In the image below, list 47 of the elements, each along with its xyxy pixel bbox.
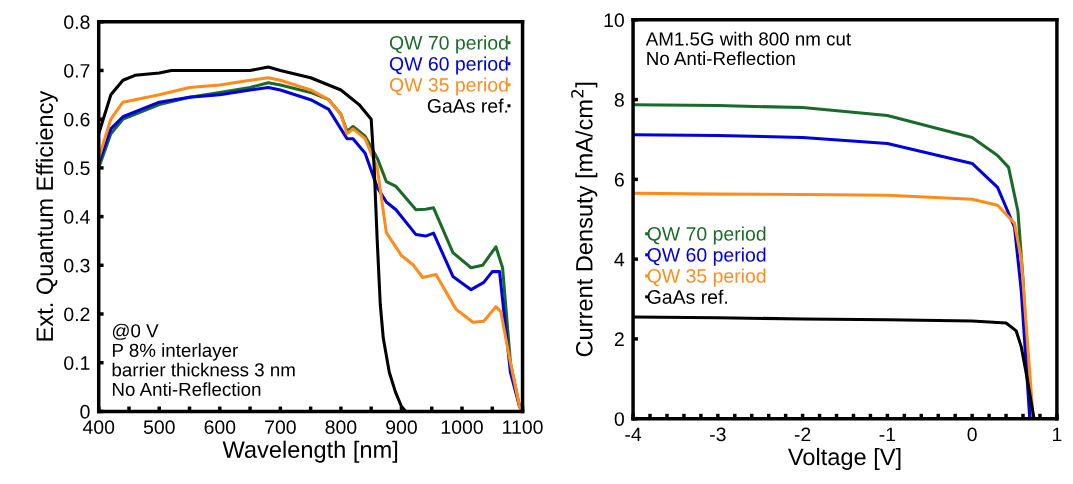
x-axis-title: Voltage [V] [787,447,901,470]
legend-label: QW 60 period [647,247,766,266]
legend-label: QW 35 period [647,268,766,287]
y-tick-label: 0.2 [64,307,90,322]
x-tick-label: 900 [386,420,417,435]
y-tick-label: 0.3 [64,258,90,273]
x-tick-label: 1100 [503,420,543,435]
x-tick-label: -4 [625,427,642,442]
x-tick-label: -1 [879,427,896,442]
x-tick-label: 0 [967,427,977,442]
y-tick-label: 0.8 [64,15,90,30]
x-tick-label: 700 [265,420,296,435]
y-axis-title: Current Densuty [mA/cm$^{2}$] [571,82,598,357]
x-tick-label: -2 [794,427,811,442]
x-axis-title: Wavelength [nm] [222,440,398,463]
y-tick-label: 0.5 [64,161,90,176]
x-tick-label: 1 [1052,427,1062,442]
y-tick-label: 8 [614,93,624,107]
x-tick-label: 800 [325,420,357,435]
annotation: @0 V [112,323,159,340]
annotation: No Anti-Reflection [112,382,261,397]
legend-label: QW 70 period [647,226,766,245]
legend-label: QW 60 period [389,56,508,75]
x-tick-label: 600 [204,420,236,435]
y-axis-title: Ext. Quantum Efficiency [35,90,58,341]
legend-label: GaAs ref. [647,289,728,304]
y-tick-label: 2 [614,332,624,346]
annotation: No Anti-Reflection [647,51,795,66]
y-tick-label: 10 [604,13,624,28]
legend-label: GaAs ref. [427,98,508,113]
y-tick-label: 0.7 [64,63,90,78]
y-tick-label: 4 [614,252,625,267]
y-tick-label: 0 [80,404,90,419]
x-tick-label: 1000 [441,420,483,435]
legend-label: QW 70 period [389,35,508,54]
y-tick-label: 0.6 [64,112,90,127]
x-tick-label: -3 [710,427,726,442]
y-tick-label: 0.1 [64,356,90,370]
y-tick-label: 6 [614,172,624,187]
annotation: P 8% interlayer [112,343,238,361]
line-series [633,191,1035,419]
legend-label: QW 35 period [389,77,508,96]
y-tick-label: 0.4 [64,210,90,224]
annotation: AM1.5G with 800 nm cut [645,31,851,46]
x-tick-label: 500 [143,420,175,435]
annotation: barrier thickness 3 nm [112,362,295,377]
x-tick-label: 400 [82,420,115,435]
